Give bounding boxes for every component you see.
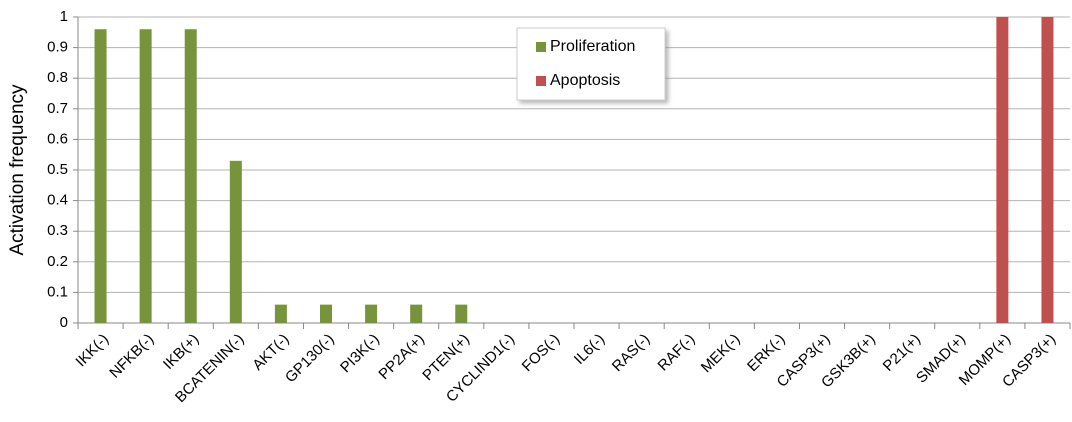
y-tick-label: 0 <box>60 314 68 331</box>
x-tick-label: ERK(-) <box>744 331 788 375</box>
y-tick-label: 0.8 <box>47 69 68 86</box>
legend-swatch <box>536 42 546 52</box>
y-tick-label: 0.4 <box>47 192 68 209</box>
y-tick-label: 0.5 <box>47 161 68 178</box>
legend-swatch <box>536 76 546 86</box>
y-tick-label: 0.7 <box>47 100 68 117</box>
legend-box <box>516 27 666 101</box>
x-tick-label: IKB(+) <box>160 331 202 373</box>
x-tick-label: AKT(-) <box>249 331 292 374</box>
x-tick-label: RAF(-) <box>655 331 699 375</box>
bar <box>410 304 423 323</box>
y-tick-label: 0.9 <box>47 39 68 56</box>
bar <box>184 29 197 324</box>
bar <box>455 304 468 323</box>
y-tick-label: 0.3 <box>47 222 68 239</box>
bar <box>274 304 287 323</box>
y-tick-label: 0.1 <box>47 283 68 300</box>
x-tick-label: NFKB(-) <box>106 331 157 382</box>
x-tick-label: IKK(-) <box>72 331 112 371</box>
x-tick-label: RAS(-) <box>609 331 653 375</box>
y-tick-label: 0.6 <box>47 130 68 147</box>
x-tick-label: IL6(-) <box>571 331 608 368</box>
x-tick-label: GP130(-) <box>282 331 338 387</box>
legend-label: Apoptosis <box>550 72 620 89</box>
bar <box>1041 17 1054 323</box>
y-axis-label: Activation frequency <box>7 84 28 256</box>
y-tick-label: 1 <box>60 8 68 25</box>
bar <box>94 29 107 324</box>
bar <box>139 29 152 324</box>
x-tick-label: PP2A(+) <box>375 331 427 383</box>
y-tick-label: 0.2 <box>47 253 68 270</box>
x-tick-label: P21(+) <box>880 331 924 375</box>
bar <box>996 17 1009 323</box>
x-tick-label: MEK(-) <box>698 331 744 377</box>
bar <box>320 304 332 323</box>
bar <box>365 304 378 323</box>
legend: Proliferation Apoptosis <box>516 27 666 101</box>
legend-label: Proliferation <box>550 38 635 55</box>
x-tick-label: FOS(-) <box>519 331 563 375</box>
bar <box>229 160 242 323</box>
